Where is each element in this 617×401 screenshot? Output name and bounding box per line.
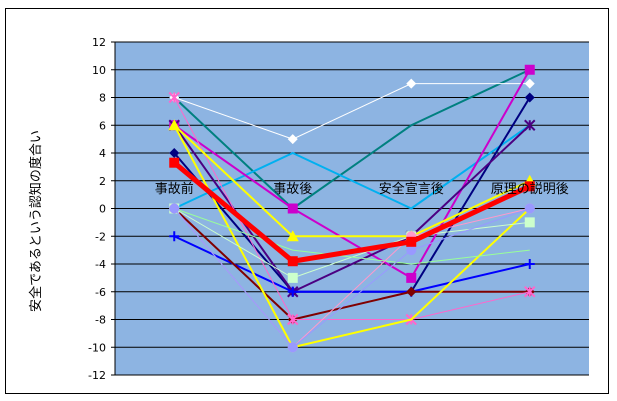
y-tick-label: 0 xyxy=(99,203,106,216)
series-lines xyxy=(168,64,536,353)
data-point xyxy=(524,259,535,269)
y-tick-label: -12 xyxy=(88,369,106,382)
data-point xyxy=(287,256,298,267)
data-point xyxy=(287,203,298,214)
y-tick-label: -2 xyxy=(95,230,106,243)
data-point xyxy=(524,64,535,75)
series-11 xyxy=(173,124,531,349)
series-15 xyxy=(169,203,535,353)
y-tick-label: 2 xyxy=(99,175,106,188)
data-point xyxy=(524,181,535,192)
data-point xyxy=(169,231,180,242)
category-label: 安全宣言後 xyxy=(379,181,444,197)
data-point xyxy=(524,119,536,131)
line-chart: 12 10 8 6 4 2 0 -2 -4 -6 -8 -10 -12 事故前 事故後 安全宣言後 原理の説明… xyxy=(28,36,589,382)
category-label: 事故後 xyxy=(273,182,312,197)
series-13 xyxy=(174,208,530,265)
data-point xyxy=(406,78,417,89)
data-point xyxy=(286,230,299,242)
data-point xyxy=(406,236,417,247)
data-point xyxy=(169,157,180,168)
data-point xyxy=(524,78,535,89)
series-line xyxy=(172,160,531,264)
data-point xyxy=(287,134,298,145)
series-line xyxy=(173,97,530,320)
y-tick-label: -4 xyxy=(95,258,106,271)
data-point xyxy=(406,286,417,297)
data-point xyxy=(406,272,417,283)
data-point xyxy=(287,272,298,283)
series-line xyxy=(173,124,531,349)
category-label: 事故前 xyxy=(155,181,194,197)
series-line xyxy=(173,69,531,279)
series-line xyxy=(174,83,530,140)
y-tick-label: -8 xyxy=(95,314,106,327)
y-axis-label: 安全であるという認知の度合い xyxy=(28,130,44,312)
data-point xyxy=(168,91,180,104)
data-point xyxy=(524,92,535,103)
y-tick-label: 4 xyxy=(99,147,106,160)
category-label: 原理の説明後 xyxy=(491,181,569,197)
series-16 xyxy=(169,157,535,267)
series-line xyxy=(173,207,530,321)
series-line xyxy=(173,68,531,210)
data-point xyxy=(406,245,417,256)
series-line xyxy=(173,208,530,348)
data-point xyxy=(168,119,181,131)
y-tick-label: 6 xyxy=(99,119,106,132)
data-point xyxy=(169,148,180,158)
series-1 xyxy=(173,68,531,210)
y-tick-label: 12 xyxy=(92,36,106,49)
data-point xyxy=(287,313,299,326)
y-tick-label: 8 xyxy=(99,92,106,105)
y-tick-label: 10 xyxy=(92,64,106,77)
data-point xyxy=(524,286,536,298)
data-point xyxy=(524,217,535,228)
data-point xyxy=(169,203,180,214)
data-point xyxy=(287,286,298,297)
data-point xyxy=(524,203,535,214)
series-line xyxy=(174,208,530,265)
category-labels: 事故前 事故後 安全宣言後 原理の説明後 xyxy=(155,181,569,197)
y-tick-label: -10 xyxy=(88,341,106,354)
chart-frame: 12 10 8 6 4 2 0 -2 -4 -6 -8 -10 -12 事故前 事故後 安全宣言後 原理の説明… xyxy=(5,8,609,394)
y-tick-label: -6 xyxy=(95,286,106,299)
data-point xyxy=(287,342,298,353)
y-axis-ticks: 12 10 8 6 4 2 0 -2 -4 -6 -8 -10 -12 xyxy=(88,36,106,382)
series-line xyxy=(173,124,531,238)
